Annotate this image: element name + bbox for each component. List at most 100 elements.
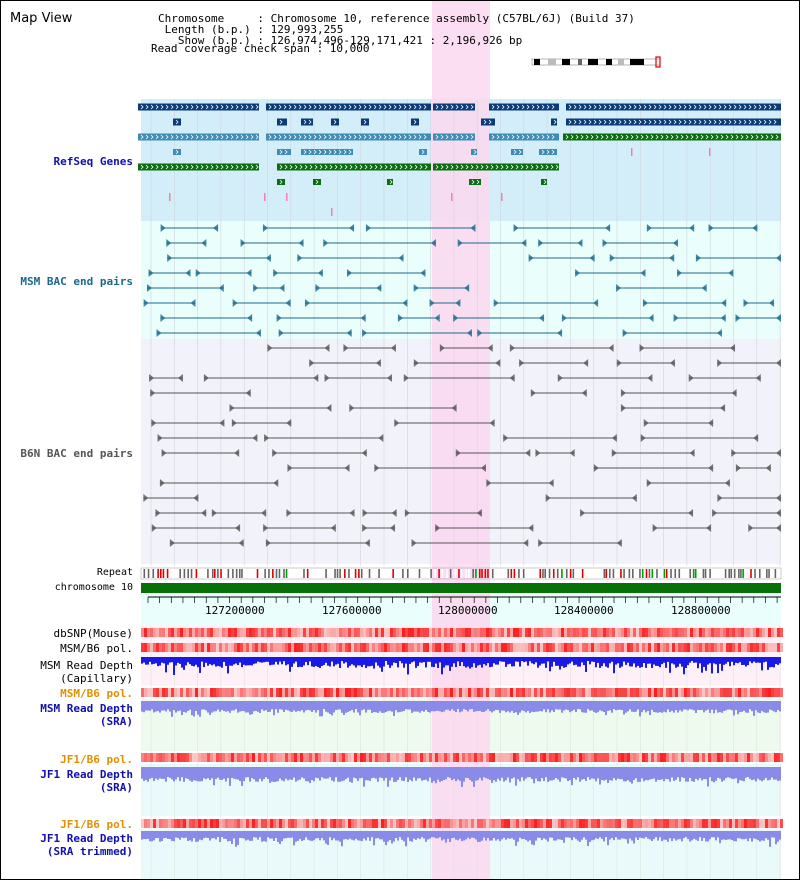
read-depth-bar <box>477 767 479 781</box>
read-depth-bar <box>207 831 209 839</box>
gene-bar <box>551 118 557 126</box>
read-depth-bar <box>719 701 721 713</box>
gene-strand-mark <box>546 104 550 110</box>
gene-strand-mark <box>279 179 283 185</box>
gene-strand-mark <box>543 179 547 185</box>
polymorphism-cell <box>624 753 627 762</box>
repeat-mark <box>336 569 339 578</box>
read-depth-bar <box>619 657 621 668</box>
polymorphism-cell <box>537 753 540 762</box>
track-label-msm-b6-pol-2[interactable]: MSM/B6 pol. <box>60 687 133 700</box>
repeat-mark <box>670 569 672 578</box>
bac-end-marker <box>245 389 251 397</box>
polymorphism-cell <box>297 753 300 762</box>
polymorphism-cell <box>363 688 366 697</box>
repeat-mark <box>689 569 692 578</box>
read-depth-bar <box>573 701 575 710</box>
track-label-msm-bac[interactable]: MSM BAC end pairs <box>20 275 133 288</box>
polymorphism-cell <box>177 688 180 697</box>
track-label-jf1-trim[interactable]: JF1 Read Depth <box>40 832 133 845</box>
read-depth-bar <box>447 767 449 778</box>
gene-strand-mark <box>728 104 732 110</box>
bac-end-marker <box>238 539 244 547</box>
repeat-mark <box>672 569 675 578</box>
read-depth-bar <box>267 831 269 838</box>
track-label-jf1-b6-pol[interactable]: JF1/B6 pol. <box>60 753 133 766</box>
polymorphism-cell <box>366 753 369 762</box>
read-depth-bar <box>345 831 347 840</box>
track-label-b6n-bac[interactable]: B6N BAC end pairs <box>20 447 133 460</box>
read-depth-bar <box>353 767 355 778</box>
polymorphism-cell <box>477 688 480 697</box>
gene-strand-mark <box>753 119 757 125</box>
track-label-msm-depth-cap[interactable]: MSM Read Depth <box>40 659 133 672</box>
gene-strand-mark <box>323 134 327 140</box>
read-depth-bar <box>479 657 481 665</box>
read-depth-bar <box>247 767 249 778</box>
polymorphism-cell <box>624 643 627 652</box>
repeat-mark <box>626 569 629 578</box>
polymorphism-cell <box>606 688 609 697</box>
read-depth-bar <box>761 767 763 782</box>
polymorphism-cell <box>639 628 642 637</box>
read-depth-bar <box>757 701 759 713</box>
polymorphism-cell <box>432 753 435 762</box>
polymorphism-cell <box>171 643 174 652</box>
read-depth-bar <box>325 767 327 779</box>
read-depth-bar <box>759 767 761 781</box>
read-depth-bar <box>273 767 275 782</box>
read-depth-bar <box>341 701 343 713</box>
read-depth-bar <box>751 701 753 712</box>
polymorphism-cell <box>333 643 336 652</box>
read-depth-bar <box>403 831 405 842</box>
read-depth-bar <box>361 657 363 668</box>
polymorphism-cell <box>546 753 549 762</box>
polymorphism-cell <box>483 688 486 697</box>
track-label-msm-depth-sra[interactable]: MSM Read Depth <box>40 702 133 715</box>
read-depth-bar <box>619 701 621 710</box>
read-depth-bar <box>669 701 671 713</box>
read-depth-bar <box>223 767 225 779</box>
polymorphism-cell <box>330 688 333 697</box>
polymorphism-cell <box>432 628 435 637</box>
gene-strand-mark <box>653 104 657 110</box>
track-label-jf1-depth[interactable]: JF1 Read Depth <box>40 768 133 781</box>
gene-strand-mark <box>283 134 287 140</box>
polymorphism-cell <box>315 628 318 637</box>
track-label-refseq[interactable]: RefSeq Genes <box>53 155 133 168</box>
read-depth-bar <box>147 657 149 665</box>
track-label-jf1-b6-pol-2[interactable]: JF1/B6 pol. <box>60 818 133 831</box>
read-depth-bar <box>467 701 469 712</box>
read-depth-bar <box>161 657 163 663</box>
repeat-mark <box>360 569 363 578</box>
polymorphism-cell <box>549 643 552 652</box>
read-depth-bar <box>617 767 619 779</box>
gene-strand-mark <box>359 164 363 170</box>
track-label-msm-b6-pol[interactable]: MSM/B6 pol. <box>60 642 133 655</box>
polymorphism-cell <box>753 628 756 637</box>
gene-strand-mark <box>690 134 694 140</box>
polymorphism-cell <box>633 688 636 697</box>
read-depth-bar <box>459 831 461 839</box>
read-depth-bar <box>155 831 157 839</box>
polymorphism-cell <box>549 688 552 697</box>
read-depth-bar <box>753 831 755 839</box>
bac-end-marker <box>622 329 628 337</box>
track-label-dbsnp[interactable]: dbSNP(Mouse) <box>53 627 133 640</box>
gene-strand-mark <box>343 104 347 110</box>
read-depth-bar <box>639 701 641 717</box>
read-depth-bar <box>523 831 525 839</box>
gene-strand-mark <box>675 134 679 140</box>
polymorphism-cell <box>498 628 501 637</box>
gene-strand-mark <box>419 164 423 170</box>
read-depth-bar <box>771 657 773 668</box>
read-depth-bar <box>341 767 343 782</box>
gene-strand-mark <box>155 164 159 170</box>
read-depth-bar <box>421 767 423 781</box>
polymorphism-cell <box>531 628 534 637</box>
polymorphism-cell <box>264 753 267 762</box>
polymorphism-cell <box>480 643 483 652</box>
track-label-repeat[interactable]: Repeat <box>96 567 133 578</box>
chromosome-ideogram[interactable] <box>530 53 662 68</box>
polymorphism-cell <box>612 643 615 652</box>
